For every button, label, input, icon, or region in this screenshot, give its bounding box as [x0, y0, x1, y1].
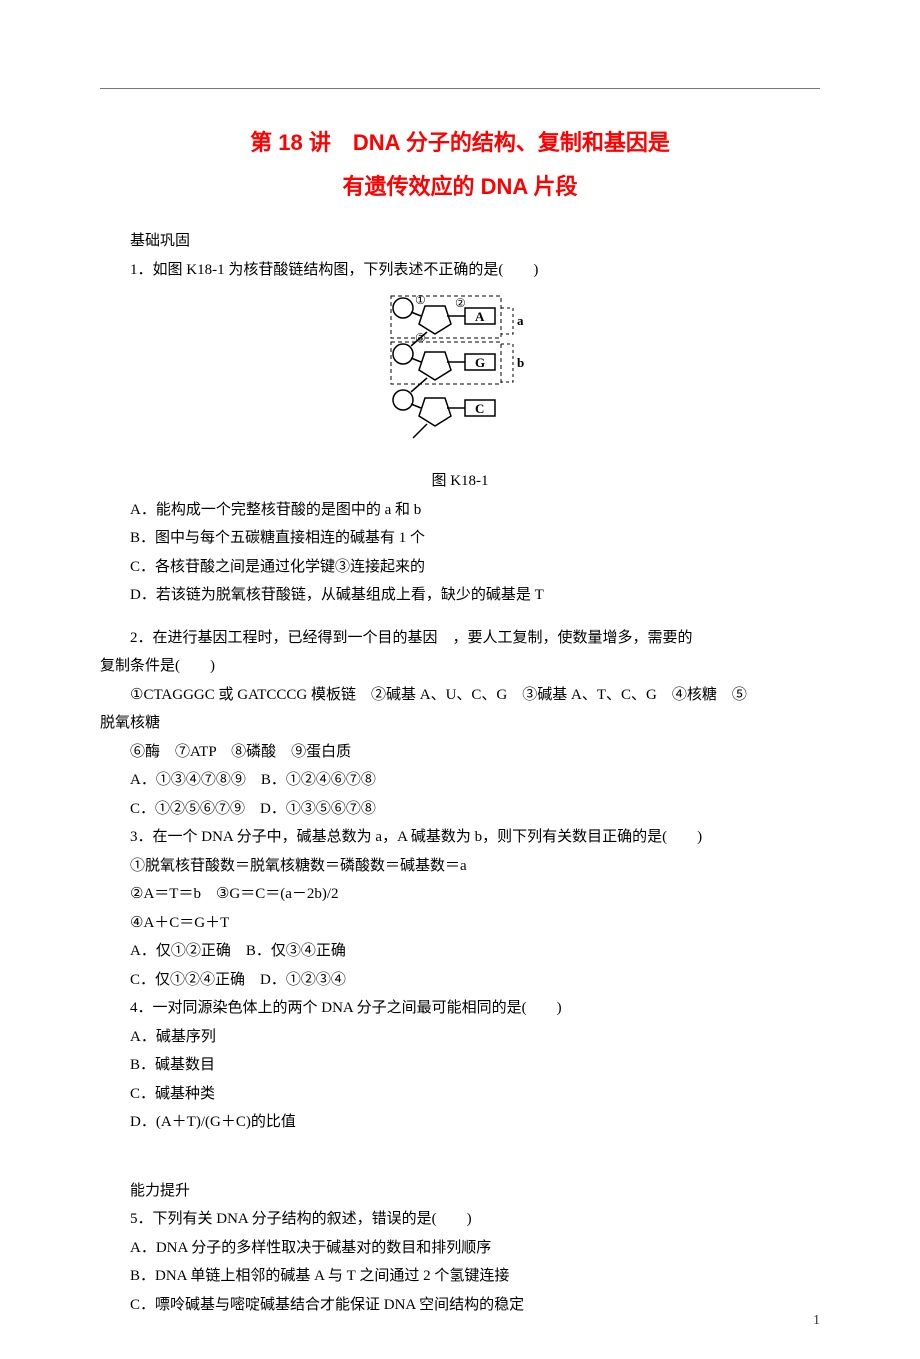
- label-2: ②: [455, 296, 466, 310]
- q5-opt-a: A．DNA 分子的多样性取决于碱基对的数目和排列顺序: [100, 1234, 820, 1263]
- q1-stem: 1．如图 K18-1 为核苷酸链结构图，下列表述不正确的是( ): [100, 256, 820, 285]
- q4-opt-d: D．(A＋T)/(G＋C)的比值: [100, 1108, 820, 1137]
- q5-stem: 5．下列有关 DNA 分子结构的叙述，错误的是( ): [100, 1205, 820, 1234]
- figure-k18-1: ① ② A ③ a G b C: [100, 290, 820, 465]
- q1-opt-b: B．图中与每个五碳糖直接相连的碱基有 1 个: [100, 524, 820, 553]
- q2-opts-c: ⑥酶 ⑦ATP ⑧磷酸 ⑨蛋白质: [100, 738, 820, 767]
- label-1: ①: [415, 293, 426, 307]
- figure-caption: 图 K18-1: [100, 467, 820, 496]
- lesson-title-line2: 有遗传效应的 DNA 片段: [100, 165, 820, 209]
- top-rule: [100, 88, 820, 89]
- q4-opt-c: C．碱基种类: [100, 1080, 820, 1109]
- q3-l1: ①脱氧核苷酸数＝脱氧核糖数＝磷酸数＝碱基数＝a: [100, 852, 820, 881]
- q2-opt-a: A．①③④⑦⑧⑨ B．①②④⑥⑦⑧: [100, 766, 820, 795]
- lesson-title-line1: 第 18 讲 DNA 分子的结构、复制和基因是: [100, 121, 820, 165]
- q3-opt-c: C．仅①②④正确 D．①②③④: [100, 966, 820, 995]
- q2-opt-c: C．①②⑤⑥⑦⑨ D．①③⑤⑥⑦⑧: [100, 795, 820, 824]
- q4-opt-a: A．碱基序列: [100, 1023, 820, 1052]
- q2-stem-b: 复制条件是( ): [100, 652, 820, 681]
- label-a: a: [517, 313, 524, 328]
- q3-l2: ②A＝T＝b ③G＝C＝(a－2b)/2: [100, 880, 820, 909]
- q5-opt-c: C．嘌呤碱基与嘧啶碱基结合才能保证 DNA 空间结构的稳定: [100, 1291, 820, 1320]
- q2-stem-a: 2．在进行基因工程时，已经得到一个目的基因 ，要人工复制，使数量增多，需要的: [100, 624, 820, 653]
- base-C: C: [475, 401, 484, 416]
- q5-opt-b: B．DNA 单链上相邻的碱基 A 与 T 之间通过 2 个氢键连接: [100, 1262, 820, 1291]
- q3-l3: ④A＋C＝G＋T: [100, 909, 820, 938]
- q1-opt-c: C．各核苷酸之间是通过化学键③连接起来的: [100, 553, 820, 582]
- q2-opts-b: 脱氧核糖: [100, 709, 820, 738]
- base-G: G: [475, 355, 485, 370]
- q4-opt-b: B．碱基数目: [100, 1051, 820, 1080]
- q1-opt-a: A．能构成一个完整核苷酸的是图中的 a 和 b: [100, 496, 820, 525]
- q2-opts-a: ①CTAGGGC 或 GATCCCG 模板链 ②碱基 A、U、C、G ③碱基 A…: [100, 681, 820, 710]
- section-advanced: 能力提升: [100, 1177, 820, 1206]
- q3-opt-a: A．仅①②正确 B．仅③④正确: [100, 937, 820, 966]
- q4-stem: 4．一对同源染色体上的两个 DNA 分子之间最可能相同的是( ): [100, 994, 820, 1023]
- q3-stem: 3．在一个 DNA 分子中，碱基总数为 a，A 碱基数为 b，则下列有关数目正确…: [100, 823, 820, 852]
- page-number: 1: [813, 1313, 820, 1329]
- label-b: b: [517, 355, 524, 370]
- section-basic: 基础巩固: [100, 227, 820, 256]
- q1-opt-d: D．若该链为脱氧核苷酸链，从碱基组成上看，缺少的碱基是 T: [100, 581, 820, 610]
- base-A: A: [475, 309, 485, 324]
